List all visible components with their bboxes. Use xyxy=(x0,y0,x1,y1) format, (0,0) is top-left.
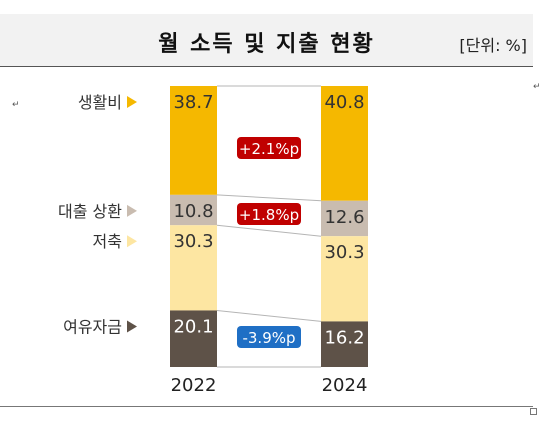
connector-line xyxy=(216,194,322,202)
series-label: 여유자금 xyxy=(63,317,122,336)
data-label: 10.8 xyxy=(173,201,213,222)
unit-label: [단위: %] xyxy=(459,36,527,55)
data-label: 30.3 xyxy=(324,242,364,263)
legend-arrow-icon xyxy=(127,204,137,217)
table-resize-handle-icon[interactable] xyxy=(530,408,537,415)
legend-arrow-icon xyxy=(127,320,137,333)
data-label: 38.7 xyxy=(173,92,213,113)
x-tick-label: 2024 xyxy=(322,375,368,396)
data-label: 30.3 xyxy=(173,231,213,252)
change-badge-label: +2.1%p xyxy=(239,140,299,158)
bar-segment xyxy=(321,86,368,201)
x-tick-label: 2022 xyxy=(171,375,217,396)
series-label: 생활비 xyxy=(78,93,122,112)
chart-header: 월 소득 및 지출 현황 [단위: %] xyxy=(0,14,533,67)
bar-segment xyxy=(170,86,217,195)
connector-line xyxy=(216,309,322,322)
change-badge xyxy=(237,203,301,225)
change-badge xyxy=(237,137,301,159)
change-badge-label: -3.9%p xyxy=(242,329,295,347)
bar-segment xyxy=(321,236,368,322)
paragraph-mark-icon: ↵ xyxy=(533,82,541,92)
bottom-rule xyxy=(0,406,533,407)
chart-title: 월 소득 및 지출 현황 xyxy=(158,32,375,57)
series-label: 대출 상환 xyxy=(58,202,122,221)
change-badge-label: +1.8%p xyxy=(239,206,299,224)
bar-segment xyxy=(170,310,217,367)
bar-segment xyxy=(170,194,217,226)
series-label: 저축 xyxy=(93,232,122,251)
change-badge xyxy=(237,326,301,348)
data-label: 20.1 xyxy=(173,316,213,337)
bar-segment xyxy=(170,225,217,311)
legend-arrow-icon xyxy=(127,96,137,108)
legend-arrow-icon xyxy=(127,235,137,248)
data-label: 40.8 xyxy=(324,92,364,113)
paragraph-mark-icon: ↵ xyxy=(12,100,20,110)
bar-segment xyxy=(321,200,368,237)
bar-segment xyxy=(321,321,368,367)
data-label: 16.2 xyxy=(324,327,364,348)
data-label: 12.6 xyxy=(324,207,364,228)
connector-line xyxy=(216,224,322,237)
